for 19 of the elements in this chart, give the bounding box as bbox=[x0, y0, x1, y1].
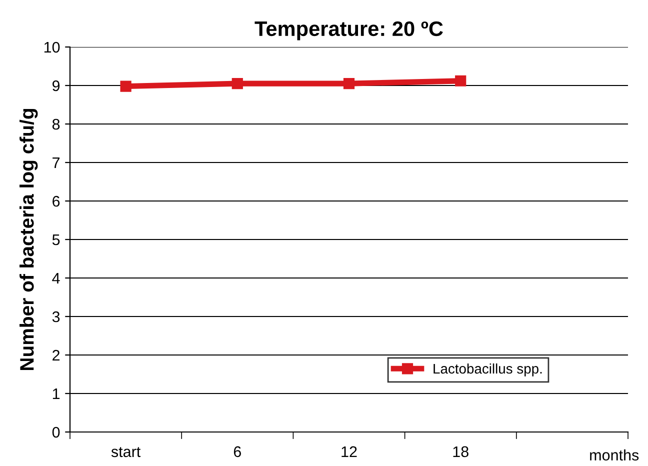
y-tick-label: 5 bbox=[52, 234, 60, 246]
chart-title: Temperature: 20 ºC bbox=[254, 21, 443, 40]
x-tick-label: start bbox=[111, 447, 141, 458]
x-tick-label: 12 bbox=[342, 446, 357, 457]
x-axis-title: months bbox=[590, 449, 639, 461]
y-tick-label: 3 bbox=[52, 311, 60, 322]
y-tick-label: 9 bbox=[52, 80, 60, 92]
y-tick-label: 2 bbox=[52, 350, 60, 361]
legend-label: Lactobacillus spp. bbox=[434, 363, 542, 376]
x-tick-label: 6 bbox=[234, 446, 241, 458]
x-tick-label: 18 bbox=[453, 446, 468, 458]
y-tick-label: 7 bbox=[52, 158, 60, 168]
y-tick-label: 8 bbox=[52, 118, 60, 130]
y-tick-label: 10 bbox=[44, 42, 60, 53]
y-tick-label: 1 bbox=[52, 388, 60, 400]
y-tick-label: 0 bbox=[52, 426, 60, 438]
y-axis-title: Number of bacteria log cfu/g bbox=[20, 108, 38, 370]
y-tick-label: 4 bbox=[52, 273, 60, 284]
y-tick-label: 6 bbox=[52, 196, 60, 207]
